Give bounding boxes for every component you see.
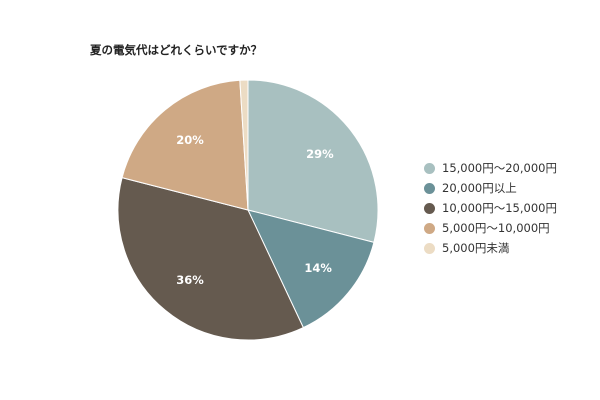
legend-item-1[interactable]: 15,000円〜20,000円 [424, 158, 557, 178]
legend-label-3: 10,000円〜15,000円 [442, 201, 557, 215]
legend-label-1: 15,000円〜20,000円 [442, 161, 557, 175]
legend-swatch-2 [424, 182, 435, 194]
pie-slice-label-2: 14% [304, 261, 332, 275]
pie-slice-3 [117, 177, 305, 341]
legend-item-3[interactable]: 10,000円〜15,000円 [424, 198, 557, 218]
legend-item-2[interactable]: 20,000円以上 [424, 178, 557, 198]
pie-slice-label-4: 20% [176, 133, 204, 147]
chart-legend: 15,000円〜20,000円 20,000円以上 10,000円〜15,000円 5… [424, 158, 557, 258]
legend-label-2: 20,000円以上 [442, 181, 517, 195]
legend-swatch-1 [424, 162, 435, 174]
legend-item-4[interactable]: 5,000円〜10,000円 [424, 218, 557, 238]
pie-slice-label-1: 29% [306, 147, 334, 161]
chart-title: 夏の電気代はどれくらいですか？ [90, 43, 263, 57]
pie-slice-2 [247, 209, 375, 329]
legend-label-4: 5,000円〜10,000円 [442, 221, 550, 235]
legend-swatch-4 [424, 222, 435, 234]
legend-swatch-5 [424, 242, 435, 254]
pie-slice-5 [239, 79, 249, 211]
legend-item-5[interactable]: 5,000円未満 [424, 238, 557, 258]
legend-label-5: 5,000円未満 [442, 241, 510, 255]
pie-slice-1 [247, 79, 379, 243]
legend-swatch-3 [424, 202, 435, 214]
pie-slice-4 [121, 79, 249, 211]
pie-slice-label-3: 36% [176, 273, 204, 287]
